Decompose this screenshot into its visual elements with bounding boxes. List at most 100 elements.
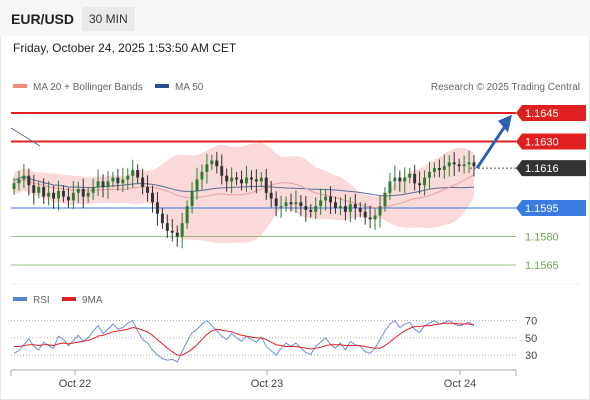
candle-body: [244, 177, 248, 184]
ma20-legend-swatch: [13, 84, 27, 88]
candle-body: [200, 171, 204, 180]
candle-body: [423, 177, 427, 186]
candle-body: [146, 187, 150, 193]
ma50-legend-label: MA 50: [175, 82, 204, 93]
candle-body: [363, 211, 367, 218]
candle-body: [195, 179, 199, 191]
candle-body: [264, 177, 268, 193]
level-label-1.1565: 1.1565: [525, 260, 559, 272]
candle-body: [348, 204, 352, 212]
candle-body: [428, 171, 431, 178]
candle-body: [220, 166, 224, 176]
candle-body: [329, 196, 333, 203]
level-label-1.1616: 1.1616: [525, 163, 559, 175]
ma9-legend-label: 9MA: [82, 295, 103, 306]
candle-body: [17, 179, 21, 184]
candle-body: [437, 168, 441, 170]
candle-body: [457, 164, 461, 167]
candle-body: [165, 223, 169, 231]
level-tag-1.1595: [516, 200, 586, 216]
candle-body: [269, 192, 273, 199]
candle-body: [101, 181, 105, 188]
candle-body: [175, 232, 179, 237]
candle-body: [442, 166, 446, 170]
candle-body: [32, 185, 36, 193]
candle-body: [338, 206, 342, 208]
candle-body: [403, 177, 407, 182]
candle-body: [343, 206, 347, 212]
level-tag-1.1645: [516, 105, 586, 121]
candle-body: [289, 202, 293, 205]
candle-body: [210, 160, 214, 165]
level-label-1.1580: 1.1580: [525, 232, 559, 244]
candle-body: [294, 202, 298, 205]
candle-body: [373, 215, 377, 220]
candle-body: [86, 192, 90, 197]
candle-body: [76, 189, 80, 193]
candle-body: [96, 181, 100, 188]
candle-body: [408, 173, 412, 178]
rsi-tick-30: 30: [525, 350, 537, 362]
candle-body: [393, 177, 397, 182]
candle-body: [249, 177, 253, 180]
candle-body: [235, 177, 239, 180]
candle-body: [126, 175, 130, 180]
candle-body: [304, 206, 308, 210]
candle-body: [47, 192, 51, 197]
candle-body: [467, 162, 471, 165]
candle-body: [61, 190, 65, 197]
candle-body: [388, 181, 392, 193]
candle-body: [358, 208, 362, 212]
candle-body: [418, 183, 422, 186]
candle-body: [452, 162, 456, 165]
candle-body: [462, 164, 466, 167]
rsi-tick-50: 50: [525, 333, 537, 345]
candle-body: [111, 177, 115, 182]
forecast-arrow-head: [498, 114, 512, 133]
x-tick-label: Oct 24: [444, 378, 476, 390]
candle-body: [432, 168, 436, 172]
candle-body: [383, 192, 387, 207]
x-tick-label: Oct 23: [251, 378, 283, 390]
ma20-legend-label: MA 20 + Bollinger Bands: [33, 82, 143, 93]
candle-body: [141, 177, 145, 188]
forecast-arrow-shaft: [475, 123, 508, 169]
candle-body: [472, 162, 476, 167]
ma50-line-start: [10, 127, 41, 147]
timeframe-button[interactable]: 30 MIN: [82, 7, 135, 31]
candle-body: [151, 192, 154, 203]
ma20-line: [13, 174, 475, 209]
level-label-1.1630: 1.1630: [525, 137, 559, 149]
rsi-series-rsi: [13, 319, 475, 363]
level-tag-1.1630: [516, 133, 586, 150]
candle-body: [106, 181, 110, 188]
candle-body: [225, 175, 229, 182]
candle-body: [121, 179, 125, 184]
ma50-legend-swatch: [155, 84, 169, 88]
candle-body: [155, 202, 159, 214]
level-tag-1.1616: [516, 160, 586, 177]
source-label: Research © 2025 Trading Central: [431, 82, 580, 93]
candle-body: [52, 192, 56, 199]
level-label-1.1645: 1.1645: [525, 108, 559, 120]
candle-body: [284, 202, 288, 207]
candle-body: [27, 175, 31, 186]
candle-body: [205, 164, 209, 172]
candle-body: [42, 187, 46, 197]
candle-body: [413, 173, 417, 184]
rsi-legend-swatch: [13, 297, 27, 301]
candle-body: [180, 223, 184, 237]
candle-body: [274, 198, 278, 207]
candle-body: [131, 170, 135, 176]
rsi-series-9ma: [14, 322, 475, 356]
candle-body: [240, 179, 244, 184]
rsi-legend-label: RSI: [33, 295, 50, 306]
candle-body: [185, 206, 189, 224]
bollinger-band: [14, 142, 474, 244]
candle-body: [447, 162, 451, 167]
candle-body: [259, 177, 263, 182]
candle-body: [314, 206, 318, 212]
candle-body: [57, 190, 60, 199]
ma50-line: [13, 175, 475, 197]
